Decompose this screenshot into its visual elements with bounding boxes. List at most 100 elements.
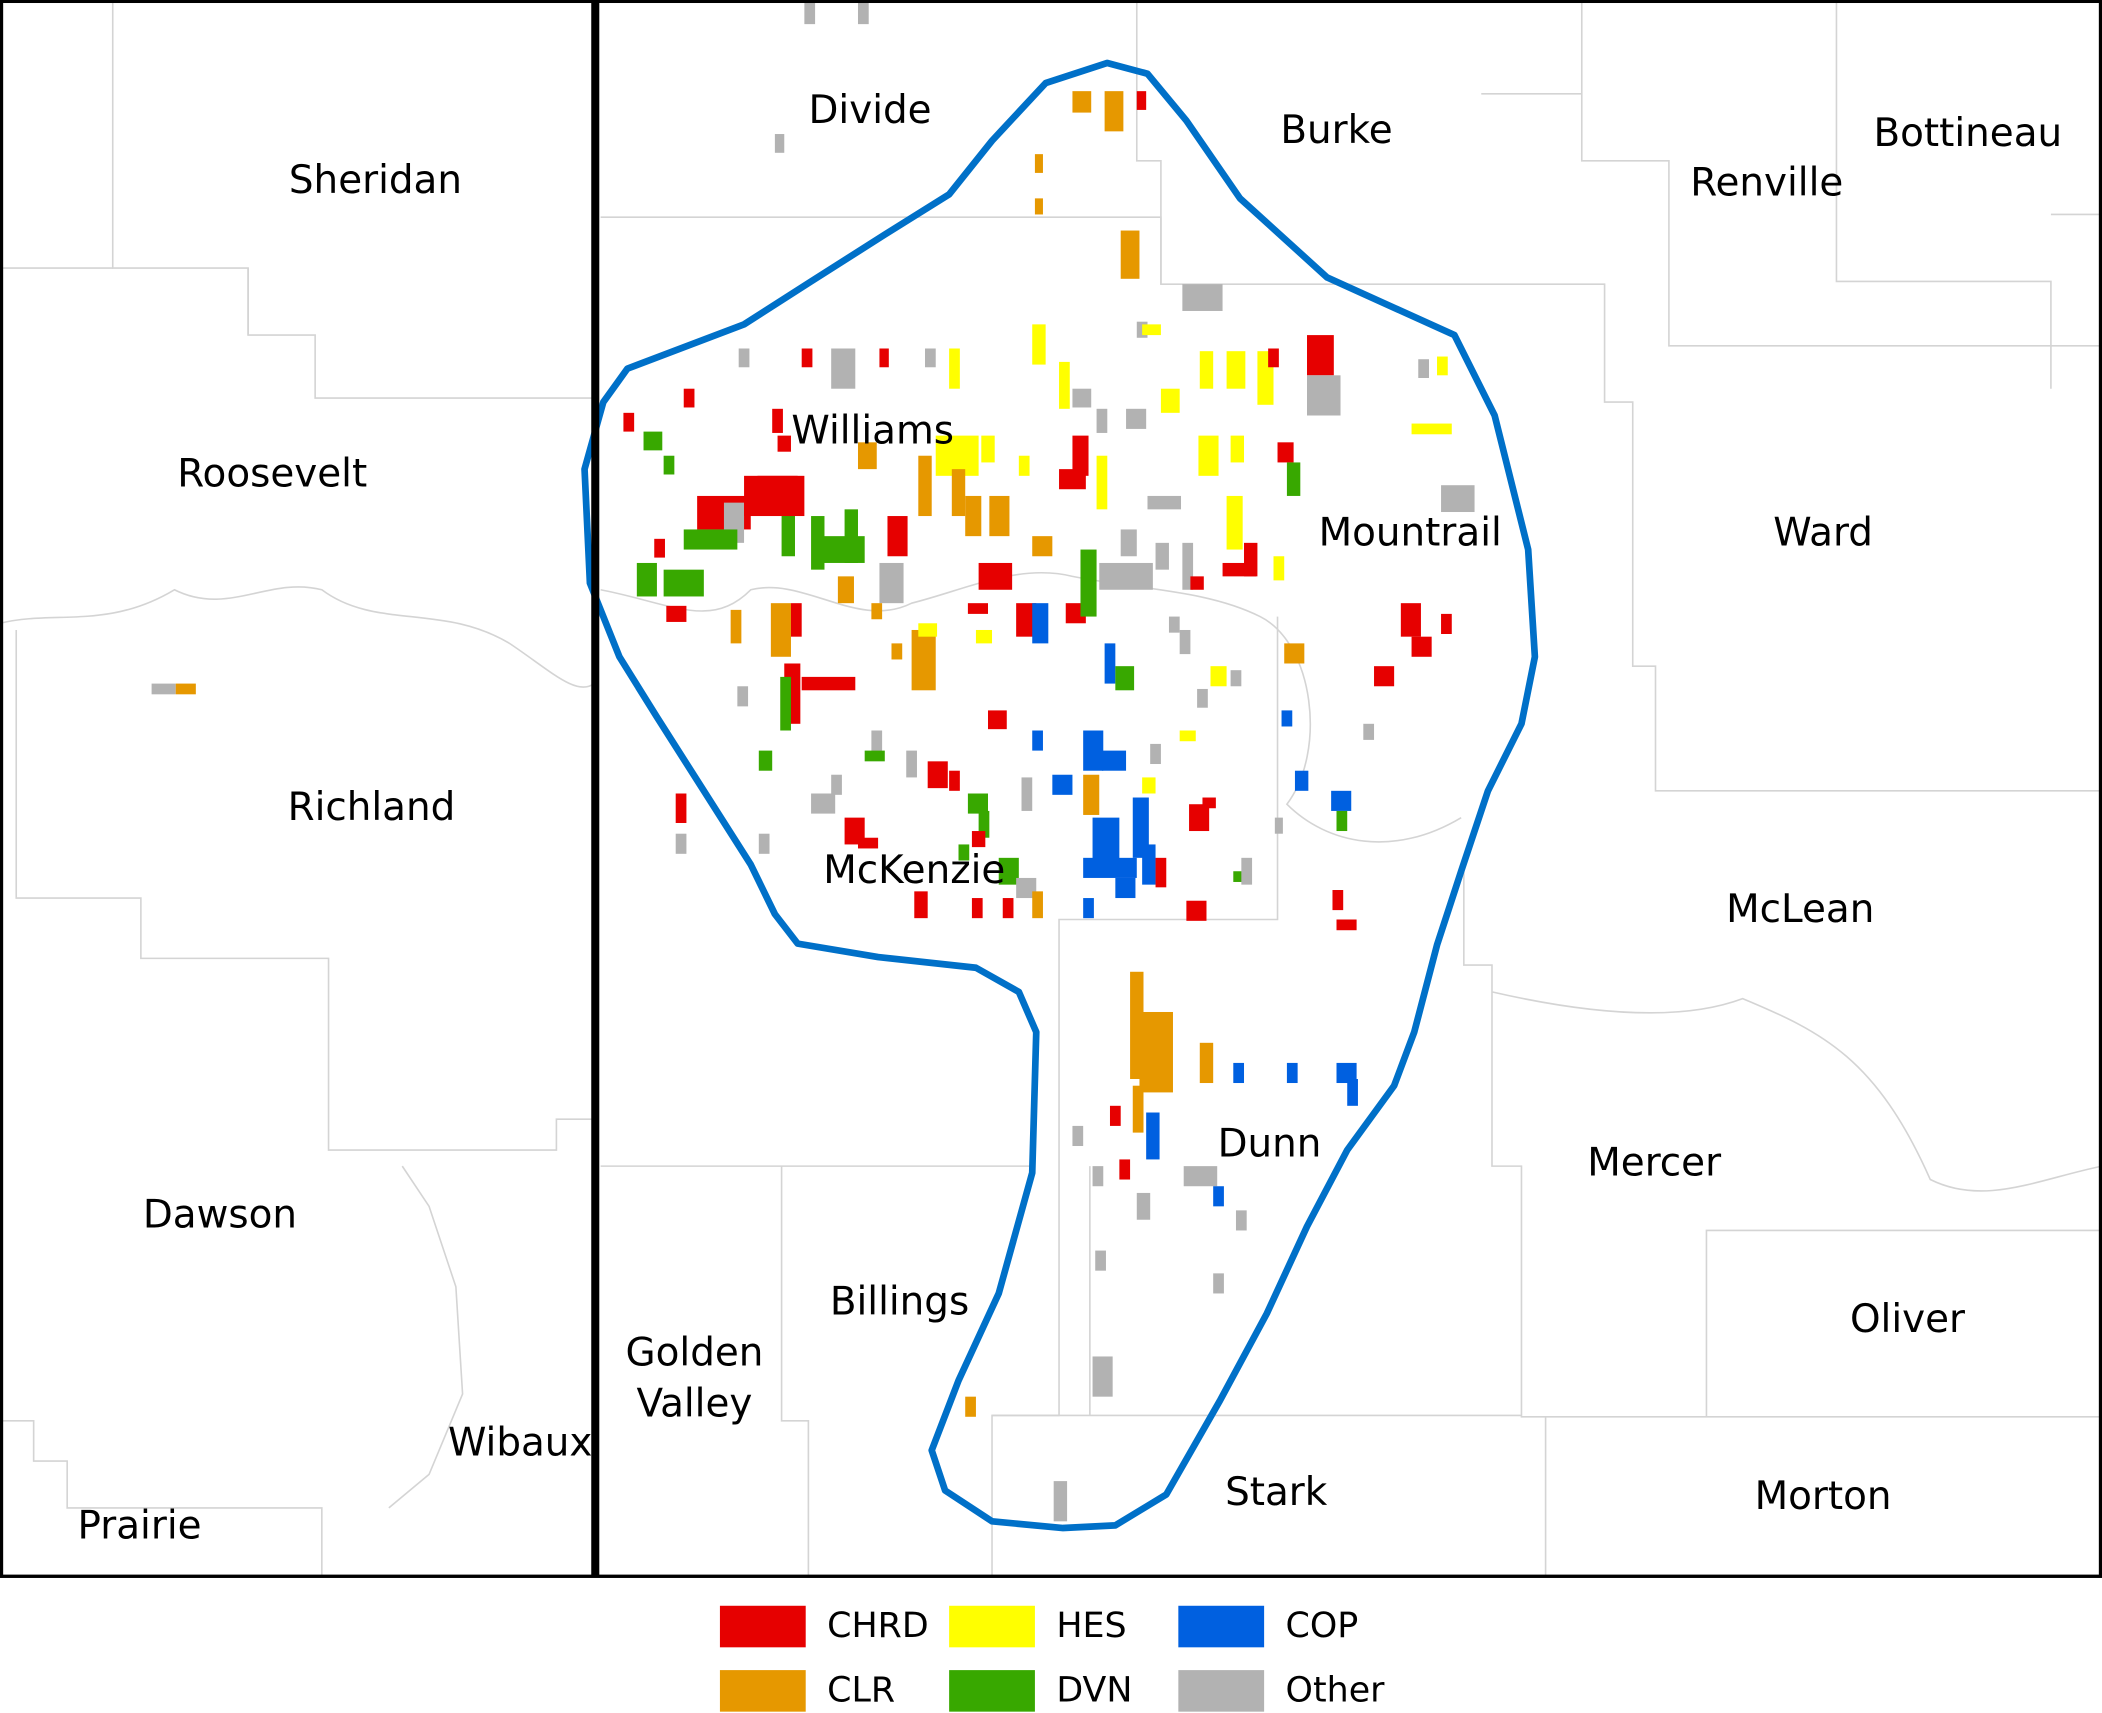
county-label: Renville	[1690, 160, 1843, 205]
well-marker	[1199, 1042, 1214, 1084]
legend-label: COP	[1286, 1606, 1359, 1646]
well-marker	[1230, 435, 1245, 463]
well-marker	[1274, 817, 1283, 834]
well-marker	[1332, 890, 1344, 911]
well-marker	[1115, 666, 1135, 691]
well-marker	[1104, 91, 1124, 132]
well-marker	[831, 348, 856, 389]
well-marker	[1374, 666, 1395, 687]
well-marker	[757, 475, 798, 496]
legend-label: CLR	[827, 1671, 895, 1711]
well-marker	[1072, 435, 1089, 476]
well-marker	[1273, 556, 1285, 581]
well-marker	[1307, 335, 1334, 376]
county-label: McKenzie	[823, 848, 1005, 893]
well-marker	[1226, 495, 1243, 550]
well-markers	[151, 0, 1475, 1522]
well-marker	[1120, 230, 1140, 279]
well-marker	[1233, 871, 1245, 882]
well-marker	[1213, 1273, 1224, 1294]
well-marker	[1155, 857, 1167, 888]
well-marker	[911, 629, 936, 691]
well-marker	[965, 495, 982, 537]
well-marker	[1132, 1085, 1144, 1133]
well-marker	[967, 603, 989, 614]
county-label: Golden	[626, 1331, 764, 1376]
well-marker	[1083, 730, 1104, 771]
well-marker	[758, 750, 773, 771]
well-marker	[1418, 359, 1429, 378]
legend-label: Other	[1286, 1671, 1386, 1711]
well-marker	[1286, 1062, 1298, 1084]
well-marker	[1277, 442, 1294, 463]
well-marker	[1032, 536, 1053, 557]
well-marker	[1096, 455, 1108, 510]
well-marker	[1126, 408, 1147, 429]
well-marker	[989, 495, 1010, 537]
county-label: Valley	[637, 1382, 753, 1427]
well-marker	[837, 576, 854, 604]
well-marker	[988, 710, 1007, 730]
well-marker	[1210, 666, 1227, 687]
well-marker	[666, 605, 687, 622]
well-marker	[675, 793, 687, 823]
well-marker	[906, 750, 917, 778]
well-marker	[1197, 688, 1208, 708]
well-marker	[1198, 435, 1219, 476]
legend-swatch	[719, 1670, 806, 1712]
well-marker	[623, 412, 635, 432]
well-marker	[1018, 455, 1030, 476]
well-marker	[1363, 723, 1375, 740]
well-marker	[1284, 643, 1305, 664]
well-marker	[1155, 542, 1169, 570]
well-marker	[790, 603, 802, 637]
well-marker	[801, 676, 856, 691]
well-marker	[1286, 462, 1301, 496]
well-marker	[857, 837, 879, 849]
well-marker	[891, 643, 903, 660]
well-marker	[1336, 1062, 1357, 1084]
well-marker	[1092, 1166, 1104, 1187]
well-marker	[1183, 1166, 1218, 1187]
county-boundaries	[0, 0, 2102, 1577]
well-marker	[965, 1396, 976, 1417]
well-marker	[1016, 603, 1037, 637]
well-marker	[1104, 643, 1116, 684]
well-marker	[1146, 1112, 1160, 1160]
well-marker	[1053, 1481, 1068, 1522]
well-marker	[175, 683, 196, 695]
well-marker	[1199, 351, 1214, 389]
well-marker	[1213, 1186, 1224, 1207]
well-marker	[1281, 710, 1293, 727]
well-marker	[949, 770, 960, 791]
well-marker	[663, 455, 675, 475]
county-label: Mercer	[1587, 1140, 1721, 1185]
county-label: Richland	[288, 785, 456, 830]
well-marker	[975, 629, 993, 644]
well-marker	[857, 442, 877, 470]
well-marker	[978, 562, 1013, 590]
well-marker	[151, 683, 176, 695]
well-marker	[887, 516, 908, 557]
well-marker	[1294, 770, 1309, 791]
well-marker	[683, 388, 695, 408]
county-label: Morton	[1755, 1474, 1892, 1519]
well-marker	[1331, 790, 1352, 811]
well-marker	[1244, 542, 1258, 577]
well-marker	[879, 348, 889, 368]
well-marker	[925, 348, 936, 368]
well-marker	[1233, 1062, 1245, 1084]
county-label: Williams	[791, 408, 954, 453]
well-marker	[978, 810, 990, 838]
well-marker	[1347, 1079, 1358, 1106]
well-marker	[1101, 750, 1127, 771]
well-marker	[1441, 613, 1452, 634]
well-marker	[971, 898, 983, 919]
well-marker	[918, 623, 938, 637]
well-marker	[1241, 857, 1253, 885]
well-marker	[998, 857, 1019, 885]
well-marker	[981, 435, 995, 463]
county-label: Dawson	[143, 1193, 297, 1238]
well-marker	[1411, 636, 1432, 657]
